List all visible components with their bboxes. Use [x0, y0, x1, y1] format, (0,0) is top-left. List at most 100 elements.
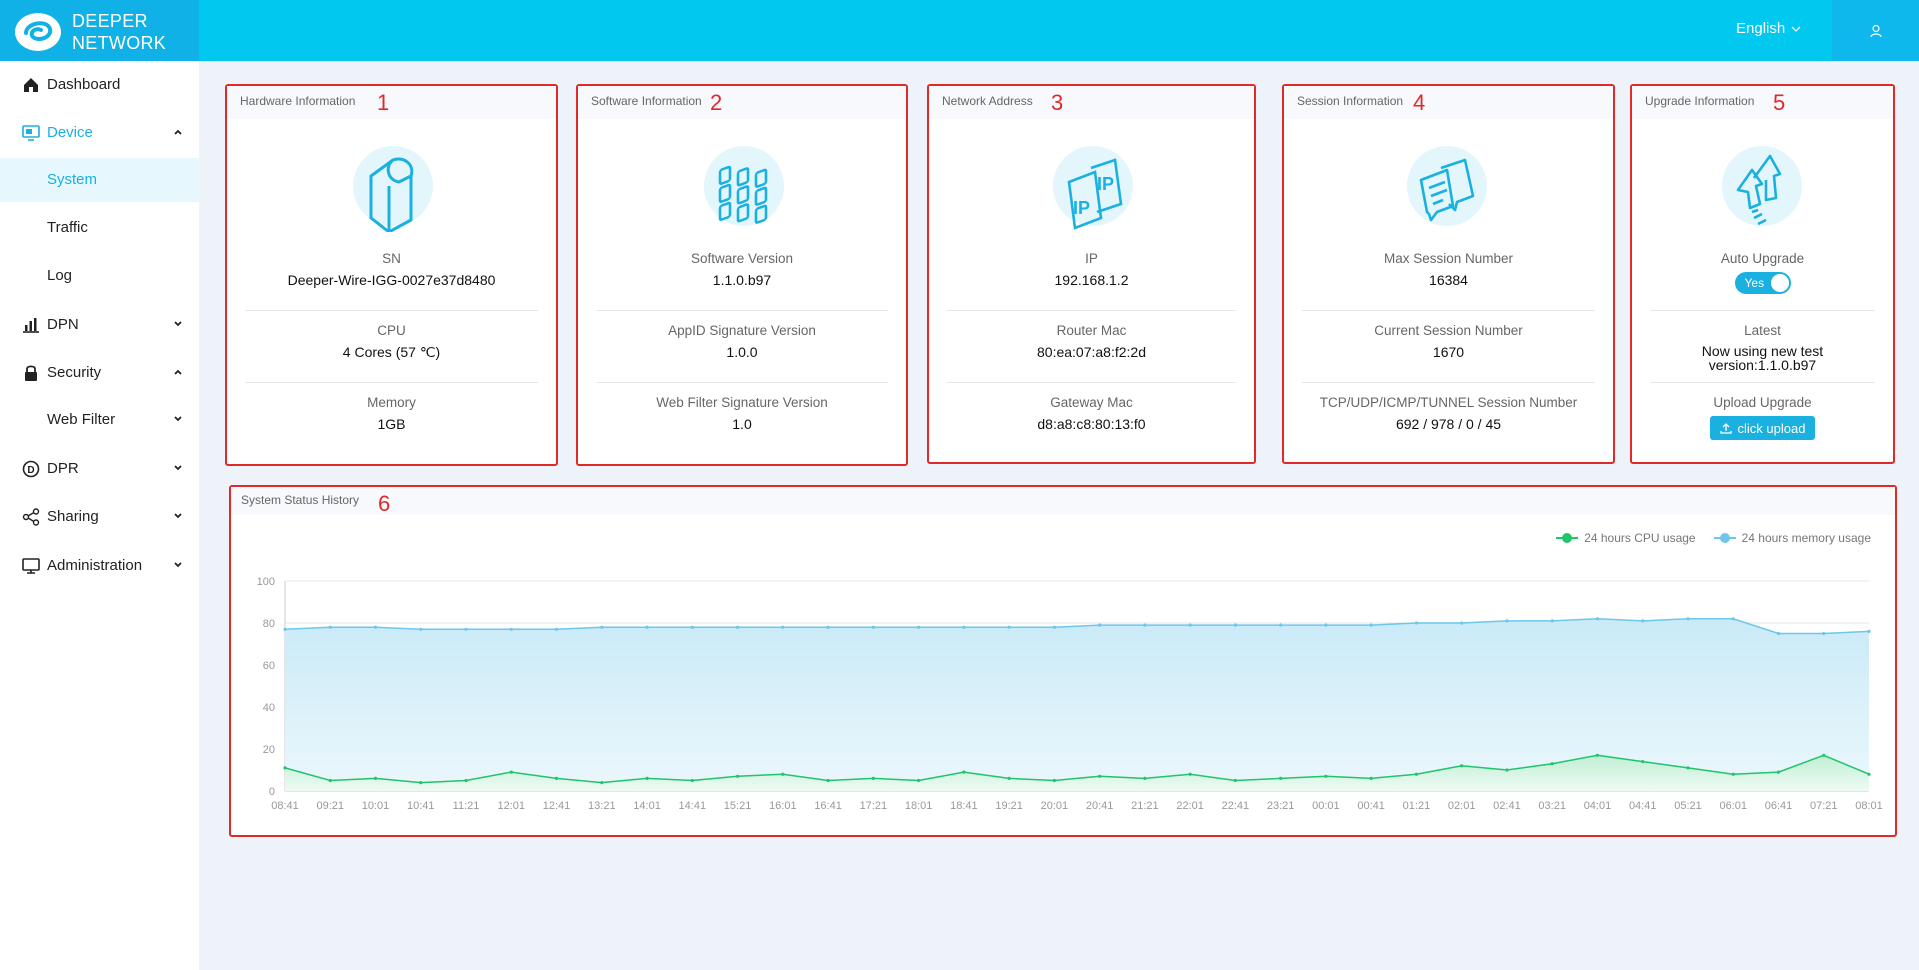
- data-point: [1007, 625, 1011, 629]
- hardware-information-card: Hardware Information 1 SN Deeper-Wire-IG…: [225, 84, 558, 466]
- upload-button-label: click upload: [1737, 420, 1806, 436]
- x-tick-label: 22:41: [1222, 800, 1250, 812]
- data-point: [1505, 768, 1509, 772]
- sidebar-item-dpr[interactable]: D DPR: [0, 447, 199, 491]
- data-point: [1279, 623, 1283, 627]
- legend-label: 24 hours memory usage: [1741, 531, 1871, 545]
- data-point: [826, 778, 830, 783]
- auto-upgrade-field: Auto Upgrade Yes: [1632, 251, 1893, 299]
- user-menu-button[interactable]: [1832, 0, 1919, 61]
- sidebar-item-security[interactable]: Security: [0, 351, 199, 395]
- x-tick-label: 07:21: [1810, 800, 1838, 812]
- x-tick-label: 14:41: [679, 800, 707, 812]
- session-chat-icon: [1407, 146, 1487, 232]
- sidebar-item-label: Traffic: [47, 219, 88, 236]
- brand-logo[interactable]: DEEPER NETWORK: [0, 0, 199, 61]
- sidebar-item-dpn[interactable]: DPN: [0, 303, 199, 347]
- data-point: [962, 625, 966, 629]
- data-point: [283, 627, 287, 631]
- x-tick-label: 06:01: [1719, 800, 1747, 812]
- data-point: [1731, 617, 1735, 621]
- max-session-field: Max Session Number 16384: [1284, 251, 1613, 288]
- ip-field: IP 192.168.1.2: [929, 251, 1254, 288]
- data-point: [781, 625, 785, 629]
- card-header: Software Information 2: [578, 86, 906, 119]
- chevron-down-icon: [1791, 26, 1801, 32]
- sidebar-item-label: Administration: [47, 557, 143, 574]
- card-title: Software Information: [591, 94, 702, 108]
- upload-upgrade-field: Upload Upgrade click upload: [1632, 395, 1893, 440]
- data-point: [1369, 623, 1373, 627]
- data-point: [690, 778, 694, 783]
- share-icon: [22, 508, 40, 526]
- chart-legend: 24 hours CPU usage 24 hours memory usage: [1556, 531, 1871, 545]
- upgrade-arrows-icon: [1722, 146, 1802, 232]
- sn-field: SN Deeper-Wire-IGG-0027e37d8480: [227, 251, 556, 288]
- data-point: [1369, 776, 1373, 780]
- data-point: [464, 778, 468, 783]
- click-upload-button[interactable]: click upload: [1709, 416, 1816, 440]
- sidebar-item-traffic[interactable]: Traffic: [0, 206, 199, 250]
- card-number: 2: [710, 90, 723, 115]
- chevron-down-icon: [174, 465, 182, 471]
- data-point: [1414, 621, 1419, 625]
- data-point: [1867, 629, 1871, 633]
- web-filter-version-field: Web Filter Signature Version 1.0: [578, 395, 906, 432]
- sidebar-item-system[interactable]: System: [0, 158, 199, 202]
- data-point: [1776, 770, 1781, 774]
- sidebar-item-dashboard[interactable]: Dashboard: [0, 63, 199, 107]
- data-point: [1686, 766, 1690, 770]
- data-point: [1776, 631, 1781, 636]
- brand-name: DEEPER NETWORK: [72, 11, 167, 53]
- data-point: [1143, 776, 1147, 780]
- data-point: [419, 781, 423, 785]
- router-mac-value: 80:ea:07:a8:f2:2d: [1037, 344, 1146, 360]
- data-point: [1460, 621, 1464, 625]
- sidebar-item-administration[interactable]: Administration: [0, 544, 199, 588]
- data-point: [1595, 617, 1600, 621]
- deeper-logo-icon: [15, 13, 61, 51]
- sidebar-item-device[interactable]: Device: [0, 111, 199, 155]
- data-point: [1822, 753, 1826, 757]
- language-selector[interactable]: English: [1736, 20, 1801, 37]
- session-information-card: Session Information 4 Max Session Number…: [1282, 84, 1615, 464]
- sidebar-item-web-filter[interactable]: Web Filter: [0, 398, 199, 442]
- card-header: Upgrade Information 5: [1632, 86, 1893, 119]
- software-information-card: Software Information 2 Software Version …: [576, 84, 908, 466]
- card-title: Session Information: [1297, 94, 1404, 108]
- y-tick-label: 20: [263, 744, 275, 756]
- x-tick-label: 00:01: [1312, 800, 1340, 812]
- data-point: [554, 776, 559, 780]
- home-icon: [24, 78, 38, 92]
- apps-grid-icon: [704, 146, 784, 232]
- data-point: [554, 627, 559, 631]
- data-point: [1007, 776, 1011, 780]
- svg-text:D: D: [27, 465, 34, 476]
- max-session-value: 16384: [1429, 272, 1468, 288]
- series-area-memory: [285, 618, 1869, 791]
- sidebar-item-log[interactable]: Log: [0, 254, 199, 298]
- chevron-down-icon: [174, 562, 182, 568]
- memory-field: Memory 1GB: [227, 395, 556, 432]
- x-tick-label: 16:01: [769, 800, 797, 812]
- legend-label: 24 hours CPU usage: [1584, 531, 1696, 545]
- data-point: [1731, 772, 1735, 776]
- sidebar-item-sharing[interactable]: Sharing: [0, 495, 199, 539]
- x-tick-label: 02:41: [1493, 800, 1521, 812]
- data-point: [1098, 774, 1102, 778]
- latest-field: Latest Now using new test version:1.1.0.…: [1632, 323, 1893, 372]
- data-point: [373, 776, 378, 780]
- x-tick-label: 17:21: [860, 800, 888, 812]
- series-line-cpu: [284, 754, 1870, 784]
- data-point: [600, 781, 604, 785]
- x-tick-label: 18:01: [905, 800, 933, 812]
- auto-upgrade-toggle[interactable]: Yes: [1734, 272, 1791, 294]
- x-tick-label: 18:41: [950, 800, 978, 812]
- data-point: [1550, 619, 1554, 623]
- legend-item-memory[interactable]: 24 hours memory usage: [1713, 531, 1871, 545]
- data-point: [1098, 623, 1102, 627]
- coin-icon: D: [22, 460, 40, 478]
- svg-text:IP: IP: [1097, 174, 1114, 194]
- legend-item-cpu[interactable]: 24 hours CPU usage: [1556, 531, 1696, 545]
- ip-value: 192.168.1.2: [1054, 272, 1129, 288]
